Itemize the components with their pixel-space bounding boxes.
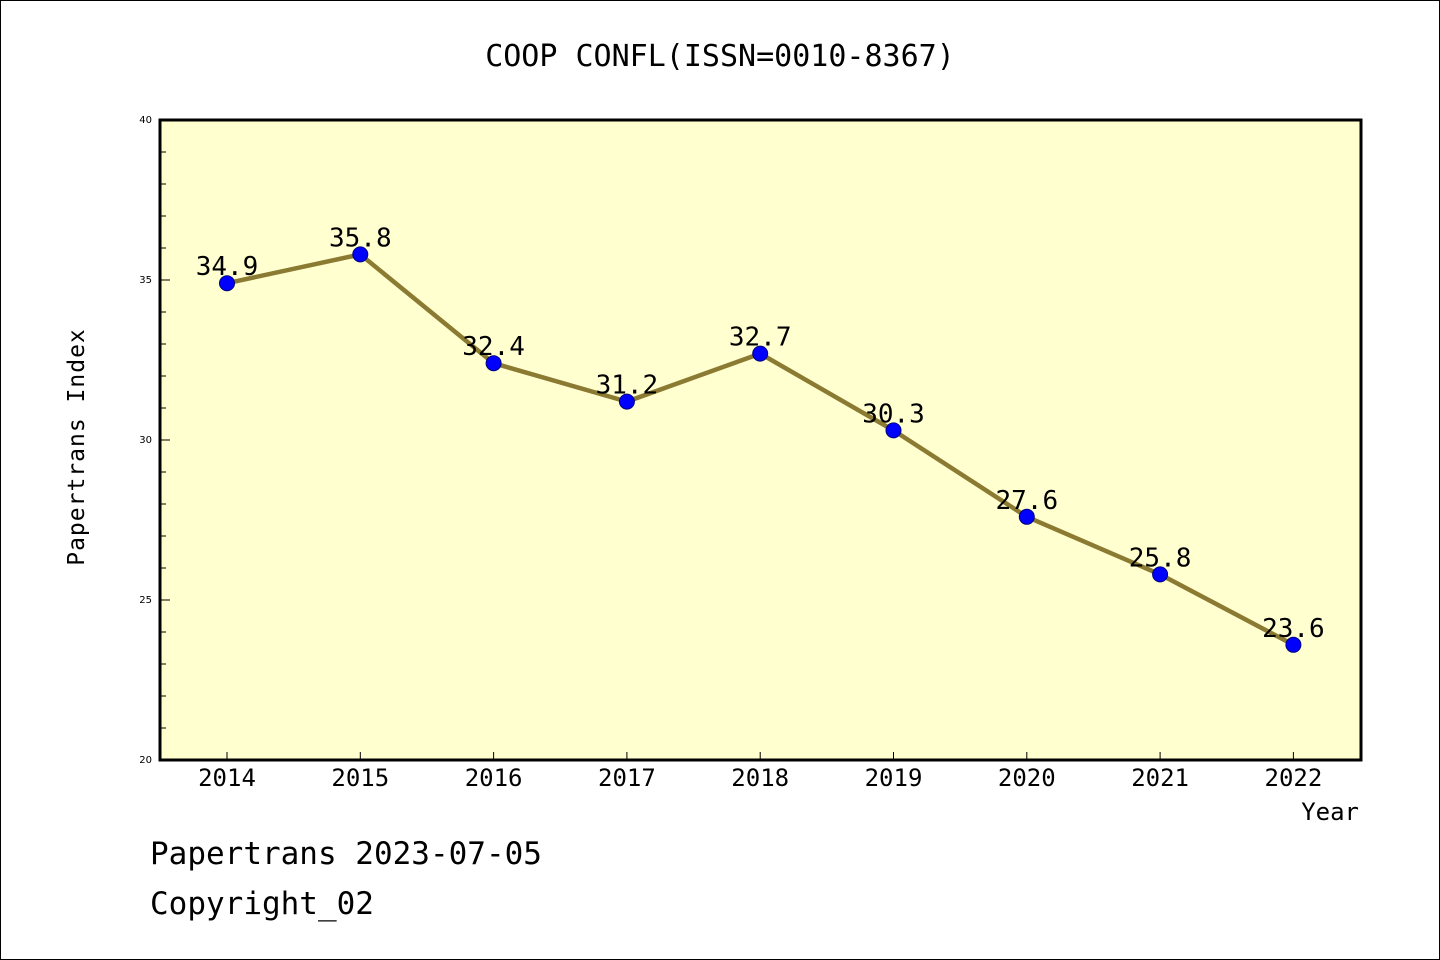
- x-tick-label: 2021: [1131, 764, 1189, 792]
- data-point-marker: [885, 422, 902, 439]
- data-point-label: 32.7: [729, 323, 792, 353]
- x-axis-ticks: 2014 2015 2016 2017 2018 2019 2020 2021 2022: [198, 752, 1322, 792]
- x-tick-label: 2022: [1265, 764, 1323, 792]
- data-point-label: 25.8: [1129, 543, 1192, 573]
- data-point-marker: [1285, 636, 1302, 653]
- data-point-marker: [485, 355, 502, 372]
- footer-copyright: Copyright_02: [150, 886, 374, 922]
- y-tick-label: 40: [139, 115, 152, 126]
- x-tick-label: 2015: [331, 764, 389, 792]
- x-tick-label: 2017: [598, 764, 656, 792]
- data-point-marker: [618, 393, 635, 410]
- data-point-marker: [1152, 566, 1169, 583]
- x-tick-label: 2018: [731, 764, 789, 792]
- y-tick-label: 35: [139, 275, 152, 286]
- data-point-label: 35.8: [329, 223, 392, 253]
- data-point-label: 23.6: [1262, 614, 1325, 644]
- data-labels: 34.9 35.8 32.4 31.2 32.7 30.3 27.6 25.8 23.6: [196, 223, 1325, 643]
- data-point-label: 34.9: [196, 252, 259, 282]
- x-tick-label: 2016: [465, 764, 523, 792]
- x-axis-label: Year: [1301, 798, 1359, 826]
- y-axis-label: Papertrans Index: [64, 328, 90, 566]
- x-tick-label: 2019: [865, 764, 923, 792]
- y-tick-label: 25: [139, 595, 152, 606]
- chart-title: COOP CONFL(ISSN=0010-8367): [485, 39, 955, 74]
- data-point-label: 27.6: [995, 486, 1058, 516]
- y-axis-ticks: 20 25 30 35 40: [139, 115, 170, 766]
- footer-source-date: Papertrans 2023-07-05: [150, 836, 542, 872]
- data-point-marker: [352, 246, 369, 263]
- x-tick-label: 2014: [198, 764, 256, 792]
- y-tick-label: 20: [139, 755, 152, 766]
- plot-area: [158, 118, 1363, 762]
- x-tick-label: 2020: [998, 764, 1056, 792]
- data-point-label: 30.3: [862, 399, 925, 429]
- data-point-marker: [752, 345, 769, 362]
- data-point-label: 32.4: [462, 332, 525, 362]
- series-layer: [219, 246, 1302, 653]
- data-point-marker: [219, 275, 235, 292]
- data-point-label: 31.2: [596, 371, 659, 401]
- data-point-marker: [1018, 508, 1035, 525]
- y-tick-label: 30: [139, 435, 152, 446]
